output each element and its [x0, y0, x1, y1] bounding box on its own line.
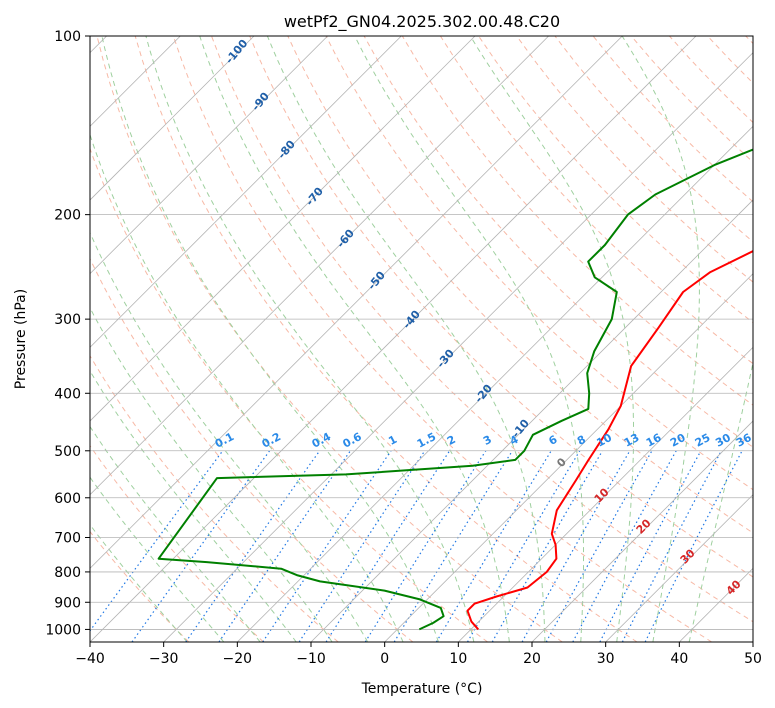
moist-adiabat-line [145, 36, 475, 642]
moist-adiabat-line [90, 524, 188, 642]
moist-adiabat-line [90, 425, 261, 642]
plot-area: -100-90-80-70-60-50-40-30-20-100.1 0.2 0.4… [90, 36, 754, 642]
isotherm-line [90, 36, 549, 496]
x-tick-label: 0 [380, 651, 389, 667]
line-labels: -100-90-80-70-60-50-40-30-20-100.1 0.2 0.4… [213, 37, 754, 598]
dry-adiabat-line [439, 36, 753, 365]
x-tick-label: 10 [449, 651, 467, 667]
mixing-ratio-line [466, 450, 581, 642]
x-tick-label: 20 [523, 651, 541, 667]
mixing-ratio-line [298, 450, 426, 642]
mixing-ratio-label: 20 [668, 431, 688, 450]
moist-adiabat-line [90, 476, 225, 642]
isotherm-line [605, 494, 753, 642]
mixing-ratio-label: 16 [644, 431, 664, 450]
y-tick-label: 600 [54, 491, 81, 507]
isotherm-line [310, 199, 753, 642]
moist-adiabat-line [90, 133, 404, 642]
isotherm-line [90, 36, 402, 348]
mixing-ratio-line [262, 450, 392, 642]
dry-adiabat-line [96, 36, 563, 642]
mixing-ratio-line [572, 450, 677, 642]
isotherm-line [90, 36, 255, 201]
y-axis-label: Pressure (hPa) [13, 289, 29, 389]
y-tick-label: 800 [54, 565, 81, 581]
isotherm-line [90, 36, 697, 642]
dry-adiabat-line [516, 36, 753, 283]
isotherm-line [384, 273, 753, 642]
isotherm-line [90, 36, 623, 569]
dry-adiabat-line [172, 36, 712, 642]
y-tick-label: 500 [54, 444, 81, 460]
mixing-ratio-line [599, 450, 702, 642]
isotherm-line [90, 36, 328, 275]
x-tick-label: −20 [223, 651, 253, 667]
y-tick-label: 300 [54, 312, 81, 328]
dry-adiabat-line [90, 444, 264, 642]
dry-adiabat-line [249, 36, 753, 578]
x-tick-label: 40 [670, 651, 688, 667]
moist-adiabat-line [469, 36, 635, 642]
y-axis-ticks: 100 200 300 400 500 600 700 800 900 1000 [45, 29, 90, 638]
chart-title: wetPf2_GN04.2025.302.00.48.C20 [284, 12, 560, 32]
mixing-ratio-line [185, 450, 321, 642]
mixing-ratio-label: 36 [734, 431, 754, 450]
dry-adiabat-line [211, 36, 753, 623]
mixing-ratio-line [435, 450, 552, 642]
mixing-ratio-line [325, 450, 451, 642]
mixing-ratio-label: 13 [622, 431, 642, 450]
dry-adiabat-line [134, 36, 638, 642]
mixing-ratio-line [218, 450, 351, 642]
y-tick-label: 1000 [45, 622, 81, 638]
moist-adiabat-line [266, 36, 546, 642]
x-tick-label: −10 [296, 651, 326, 667]
y-tick-label: 200 [54, 208, 81, 224]
x-tick-label: −40 [75, 651, 105, 667]
dry-adiabat-line [90, 530, 190, 642]
temperature-profile [466, 250, 753, 631]
x-tick-label: 50 [744, 651, 762, 667]
y-tick-label: 900 [54, 595, 81, 611]
isotherm-line [90, 36, 476, 422]
dry-adiabat-line [90, 147, 488, 642]
isotherms [90, 36, 753, 642]
plot-frame [89, 35, 754, 643]
x-tick-label: 30 [597, 651, 615, 667]
moist-adiabat-line [90, 370, 297, 642]
mixing-ratio-line [364, 450, 487, 642]
mixing-ratio-label: 30 [713, 431, 733, 450]
isotherm-line [458, 346, 753, 642]
profile-series [157, 148, 753, 631]
x-tick-label: −30 [149, 651, 179, 667]
moist-adiabats [90, 36, 753, 642]
mixing-ratio-label: 25 [693, 431, 713, 450]
y-tick-label: 400 [54, 386, 81, 402]
dewpoint-profile [157, 148, 753, 631]
isotherm-line [531, 420, 753, 642]
isotherm-line [237, 125, 753, 642]
x-axis-label: Temperature (°C) [361, 681, 483, 697]
y-tick-label: 700 [54, 531, 81, 547]
isotherm-line [163, 52, 753, 642]
y-tick-label: 100 [54, 29, 81, 45]
moist-adiabat-line [354, 36, 584, 642]
moist-adiabat-line [90, 231, 369, 642]
x-axis-ticks: −40 −30 −20 −10 0 10 20 30 40 50 [75, 642, 762, 667]
mixing-ratio-label: 10 [594, 431, 614, 450]
